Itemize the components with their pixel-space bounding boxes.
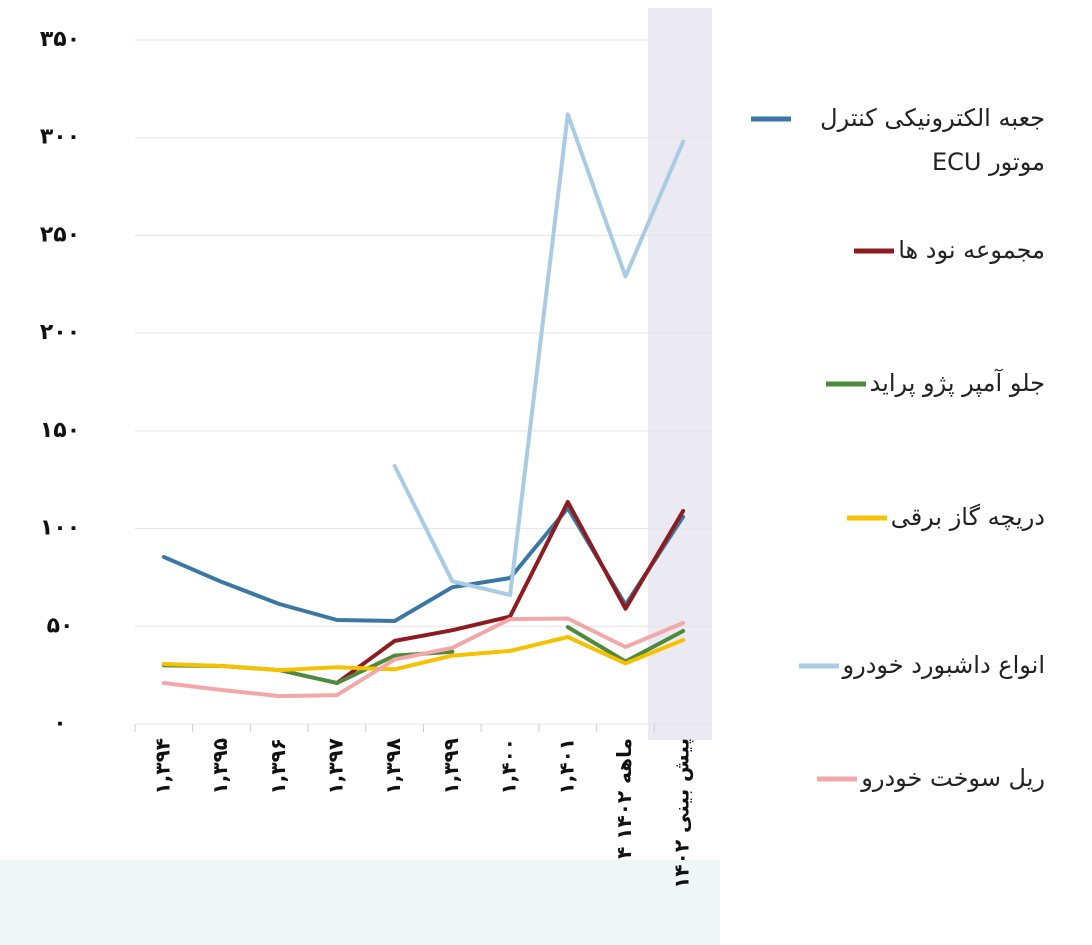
x-tick-label: ۴ ماهه ۱۴۰۲ [612, 738, 636, 859]
chart: ۰ ۵۰ ۱۰۰ ۱۵۰ ۲۰۰ ۲۵۰ ۳۰۰ ۳۵۰ ۱,۳۹۴ ۱,۳۹۵ ۱,۳۹۶ ۱,۳۹… [0, 8, 720, 945]
legend-label: مجموعه نود ها [898, 236, 1045, 264]
x-tick-label: ۱,۳۹۸ [381, 738, 405, 794]
x-tick-label: پیش بینی ۱۴۰۲ [670, 738, 695, 889]
legend-entry: جعبه الکترونیکی کنترل موتور ECU [751, 96, 1045, 184]
x-tick-label: ۱,۳۹۵ [208, 738, 232, 794]
x-tick-label: ۱,۳۹۶ [266, 738, 290, 794]
x-tick-label: ۱,۳۹۷ [323, 738, 347, 794]
legend-label: ریل سوخت خودرو [861, 764, 1045, 792]
y-tick-label: ۰ [53, 711, 66, 736]
legend: جعبه الکترونیکی کنترل موتور ECU مجموعه نو… [700, 0, 1045, 945]
legend-entry: انواع داشبورد خودرو [798, 643, 1045, 687]
forecast-shade [648, 8, 712, 740]
legend-entry: ریل سوخت خودرو [817, 756, 1045, 800]
legend-entry: جلو آمپر پژو پراید [825, 361, 1045, 405]
legend-entry: مجموعه نود ها [854, 228, 1045, 272]
y-tick-label: ۳۵۰ [40, 27, 80, 52]
y-tick-label: ۲۵۰ [40, 222, 80, 247]
legend-swatch [846, 515, 887, 521]
y-tick-label: ۱۰۰ [40, 516, 80, 541]
series-line [161, 616, 686, 699]
legend-label: انواع داشبورد خودرو [842, 651, 1045, 679]
legend-label: جعبه الکترونیکی کنترل موتور ECU [820, 104, 1045, 176]
y-tick-label: ۵۰ [47, 613, 74, 638]
background-band [0, 860, 720, 945]
y-tick-label: ۲۰۰ [40, 320, 80, 345]
x-tick-label: ۱,۴۰۰ [497, 738, 521, 794]
x-tick-label: ۱,۴۰۱ [554, 738, 578, 794]
series-line [392, 112, 686, 597]
legend-entry: دریچه گاز برقی [846, 495, 1045, 539]
y-tick-label: ۱۵۰ [40, 418, 80, 443]
legend-swatch [798, 663, 839, 669]
y-tick-label: ۳۰۰ [40, 125, 80, 150]
legend-label: دریچه گاز برقی [890, 503, 1045, 531]
x-tick-label: ۱,۳۹۴ [150, 738, 174, 794]
x-tick-label: ۱,۳۹۹ [439, 738, 463, 794]
legend-swatch [751, 116, 791, 122]
series-line [335, 500, 686, 685]
legend-swatch [854, 248, 895, 254]
series-line [161, 635, 686, 673]
legend-swatch [825, 381, 866, 387]
legend-swatch [817, 776, 858, 782]
legend-label: جلو آمپر پژو پراید [869, 369, 1045, 397]
